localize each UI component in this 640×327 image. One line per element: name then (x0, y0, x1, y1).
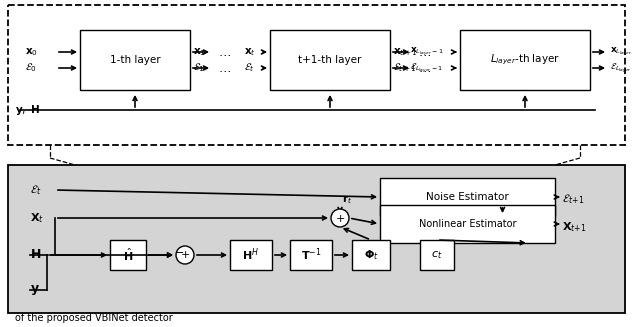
Bar (420, 240, 454, 270)
Text: $\mathcal{E}_{t\!+\!1}$: $\mathcal{E}_{t\!+\!1}$ (562, 192, 584, 206)
Text: $-$: $-$ (174, 246, 184, 256)
Text: $\mathcal{E}_{t+1}$: $\mathcal{E}_{t+1}$ (393, 61, 417, 75)
Bar (380, 178, 555, 216)
Text: $\ldots$: $\ldots$ (418, 61, 431, 75)
Text: $\mathit{c}_t$: $\mathit{c}_t$ (431, 249, 443, 261)
Text: $\mathcal{E}_0$: $\mathcal{E}_0$ (25, 61, 37, 75)
Text: $\mathbf{x}_1$: $\mathbf{x}_1$ (193, 46, 206, 58)
Text: $\mathbf{H}$: $\mathbf{H}$ (30, 249, 41, 262)
Text: 1-th layer: 1-th layer (109, 55, 160, 65)
Text: $\mathbf{X}_{t\!+\!1}$: $\mathbf{X}_{t\!+\!1}$ (562, 220, 587, 234)
Circle shape (176, 246, 194, 264)
Text: $\mathbf{r}_t$: $\mathbf{r}_t$ (342, 194, 352, 206)
Text: $\mathbf{\Phi}_t$: $\mathbf{\Phi}_t$ (364, 248, 378, 262)
Text: $\mathcal{E}_t$: $\mathcal{E}_t$ (30, 183, 42, 197)
Circle shape (331, 209, 349, 227)
Bar (270, 30, 390, 90)
Bar (80, 30, 190, 90)
Text: $\hat{\mathbf{H}}$: $\hat{\mathbf{H}}$ (123, 247, 133, 263)
Text: $L_{layer}$-th layer: $L_{layer}$-th layer (490, 53, 560, 67)
Bar (8, 165, 625, 313)
Bar (110, 240, 146, 270)
Text: $\mathcal{E}_1$: $\mathcal{E}_1$ (193, 61, 205, 75)
Text: $\ldots$: $\ldots$ (218, 61, 231, 75)
Bar (290, 240, 332, 270)
Text: $\mathbf{x}_{L_{layer}-1}$: $\mathbf{x}_{L_{layer}-1}$ (410, 46, 444, 58)
Bar (380, 205, 555, 243)
Text: $\mathcal{E}_{L_{layer}}$: $\mathcal{E}_{L_{layer}}$ (610, 61, 632, 75)
Text: $\mathbf{H}^H$: $\mathbf{H}^H$ (243, 247, 260, 263)
Text: $\ldots$: $\ldots$ (418, 45, 431, 59)
Text: Noise Estimator: Noise Estimator (426, 192, 509, 202)
Text: t+1-th layer: t+1-th layer (298, 55, 362, 65)
Text: $\mathbf{x}_0$: $\mathbf{x}_0$ (25, 46, 38, 58)
Bar (460, 30, 590, 90)
Text: $\mathcal{E}_{L_{layer}-1}$: $\mathcal{E}_{L_{layer}-1}$ (410, 61, 443, 75)
Text: $+$: $+$ (180, 250, 190, 261)
Text: $\mathbf{x}_t$: $\mathbf{x}_t$ (244, 46, 256, 58)
Bar (352, 240, 390, 270)
Bar (8, 5, 625, 145)
Text: of the proposed VBINet detector: of the proposed VBINet detector (15, 313, 173, 323)
Text: $\mathbf{y},\ \mathbf{H}$: $\mathbf{y},\ \mathbf{H}$ (15, 103, 40, 117)
Text: $\mathbf{x}_{t+1}$: $\mathbf{x}_{t+1}$ (393, 46, 417, 58)
Text: $\mathbf{y}$: $\mathbf{y}$ (30, 283, 40, 297)
Text: $\mathbf{x}_{L_{layer}}$: $\mathbf{x}_{L_{layer}}$ (610, 46, 633, 58)
Text: Nonlinear Estimator: Nonlinear Estimator (419, 219, 516, 229)
Text: $\ldots$: $\ldots$ (218, 45, 231, 59)
Text: $\mathcal{E}_t$: $\mathcal{E}_t$ (244, 61, 255, 75)
Text: $\mathbf{X}_t$: $\mathbf{X}_t$ (30, 211, 44, 225)
Text: $+$: $+$ (335, 213, 345, 223)
Bar (230, 240, 272, 270)
Text: $\mathbf{T}^{-1}$: $\mathbf{T}^{-1}$ (301, 247, 321, 263)
